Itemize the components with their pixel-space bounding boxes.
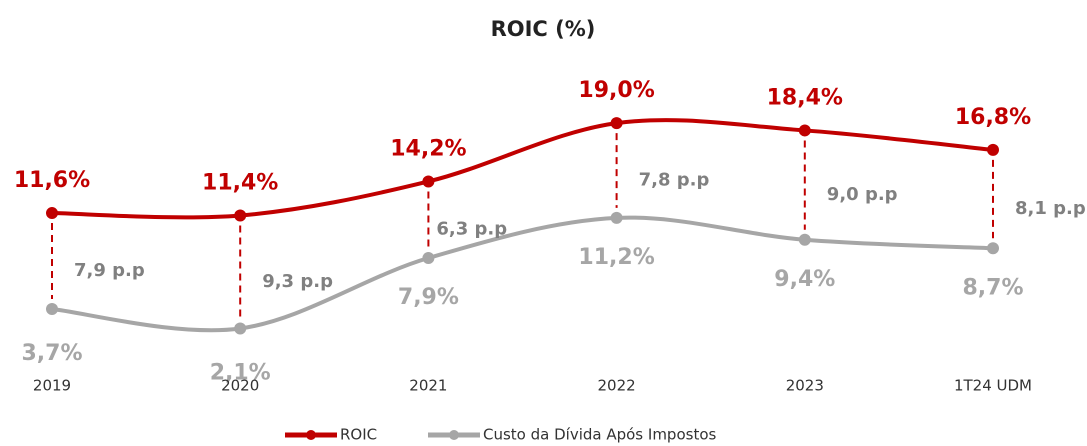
data-label: 7,9%	[398, 285, 459, 310]
data-label: 8,7%	[962, 275, 1023, 300]
point	[46, 207, 58, 220]
data-label: 16,8%	[955, 105, 1031, 130]
legend-label: Custo da Dívida Após Impostos	[483, 426, 716, 444]
point	[987, 242, 999, 255]
spread-label: 7,9 p.p	[74, 260, 145, 281]
data-label: 11,6%	[14, 168, 90, 193]
point	[987, 143, 999, 156]
spread-label: 6,3 p.p	[436, 219, 507, 240]
data-label: 18,4%	[767, 85, 843, 110]
data-label: 11,4%	[202, 170, 278, 195]
x-tick-label: 2019	[33, 377, 71, 395]
chart-title: ROIC (%)	[491, 17, 596, 41]
series-line	[51, 118, 994, 220]
point	[798, 124, 811, 137]
x-tick-label: 1T24 UDM	[954, 377, 1032, 395]
x-tick-label: 2021	[409, 377, 447, 395]
x-tick-label: 2020	[221, 377, 259, 395]
spread-label: 7,8 p.p	[639, 170, 710, 191]
spread-label: 9,0 p.p	[827, 184, 898, 205]
legend-label: ROIC	[340, 426, 377, 444]
point	[798, 233, 811, 246]
spread-label: 9,3 p.p	[262, 271, 333, 292]
data-label: 14,2%	[390, 136, 466, 161]
data-label: 11,2%	[578, 245, 654, 270]
data-label: 2,1%	[210, 360, 271, 385]
point	[422, 252, 435, 265]
series-line	[51, 215, 994, 333]
x-tick-label: 2022	[598, 377, 636, 395]
point	[610, 117, 623, 130]
point	[422, 175, 435, 188]
point	[234, 209, 247, 222]
point	[46, 303, 58, 316]
legend-marker	[306, 430, 316, 440]
spread-label: 8,1 p.p	[1015, 198, 1086, 219]
legend-marker	[449, 430, 459, 440]
x-tick-label: 2023	[786, 377, 824, 395]
data-label: 19,0%	[578, 78, 654, 103]
data-label: 3,7%	[21, 341, 82, 366]
point	[610, 211, 623, 224]
point	[234, 322, 247, 335]
data-label: 9,4%	[774, 267, 835, 292]
